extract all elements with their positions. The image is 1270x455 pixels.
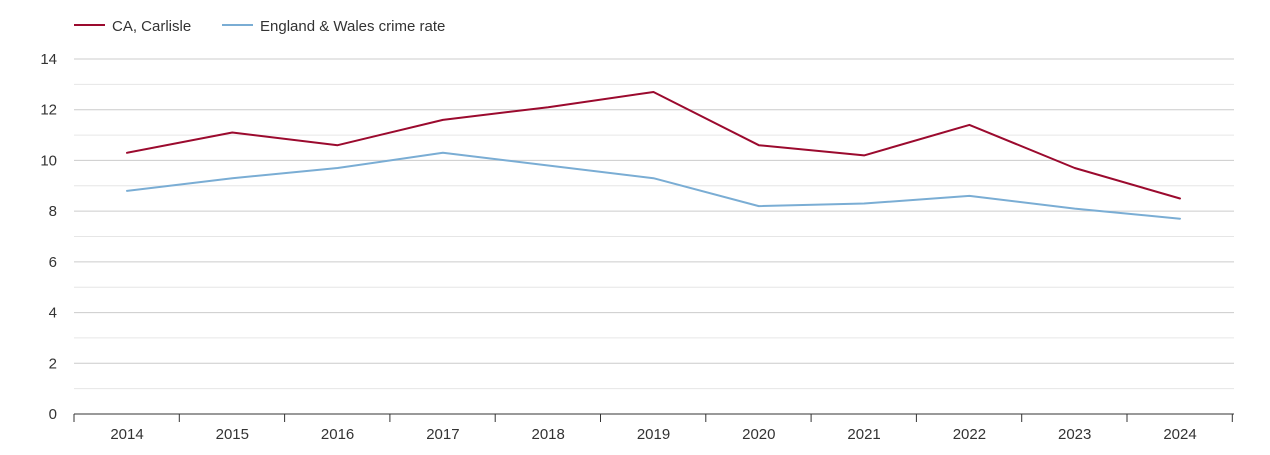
legend-item-england-wales[interactable]: England & Wales crime rate: [222, 18, 445, 35]
data-point[interactable]: [230, 176, 234, 180]
series-line-england-wales[interactable]: [126, 151, 1181, 220]
data-point[interactable]: [1178, 217, 1182, 221]
data-point[interactable]: [125, 151, 129, 155]
data-point[interactable]: [967, 123, 971, 127]
data-point[interactable]: [441, 118, 445, 122]
data-point[interactable]: [862, 153, 866, 157]
x-tick-label: 2024: [1163, 426, 1196, 443]
y-tick-label: 2: [49, 355, 57, 372]
x-tick-label: 2015: [216, 426, 249, 443]
data-point[interactable]: [967, 194, 971, 198]
legend: CA, Carlisle England & Wales crime rate: [74, 18, 445, 35]
data-point[interactable]: [336, 166, 340, 170]
data-point[interactable]: [336, 143, 340, 147]
data-point[interactable]: [125, 189, 129, 193]
series-lines: [125, 90, 1182, 221]
x-tick-label: 2022: [953, 426, 986, 443]
data-point[interactable]: [1178, 196, 1182, 200]
x-tick-label: 2014: [110, 426, 143, 443]
y-tick-label: 12: [40, 102, 57, 119]
x-tick-label: 2021: [847, 426, 880, 443]
data-point[interactable]: [230, 131, 234, 135]
data-point[interactable]: [546, 164, 550, 168]
y-tick-label: 0: [49, 406, 57, 423]
x-tick-label: 2018: [532, 426, 565, 443]
legend-label-carlisle: CA, Carlisle: [112, 18, 191, 35]
data-point[interactable]: [862, 202, 866, 206]
data-point[interactable]: [1073, 166, 1077, 170]
y-tick-label: 10: [40, 152, 57, 169]
data-point[interactable]: [441, 151, 445, 155]
legend-item-carlisle[interactable]: CA, Carlisle: [74, 18, 191, 35]
y-tick-label: 4: [49, 305, 57, 322]
legend-label-england-wales: England & Wales crime rate: [260, 18, 445, 35]
data-point[interactable]: [652, 90, 656, 94]
data-point[interactable]: [757, 204, 761, 208]
x-tick-label: 2019: [637, 426, 670, 443]
axes: 0 2 4 6 8 10 12 14 2014 2015 2016 2017 2018 2019 2020 2…: [40, 51, 1234, 443]
y-tick-label: 6: [49, 254, 57, 271]
y-tick-label: 14: [40, 51, 57, 68]
data-point[interactable]: [652, 176, 656, 180]
y-tick-label: 8: [49, 203, 57, 220]
x-tick-label: 2016: [321, 426, 354, 443]
x-tick-label: 2023: [1058, 426, 1091, 443]
data-point[interactable]: [1073, 207, 1077, 211]
data-point[interactable]: [546, 105, 550, 109]
series-line-carlisle[interactable]: [126, 91, 1181, 200]
data-point[interactable]: [757, 143, 761, 147]
grid-lines: [74, 58, 1234, 390]
x-tick-label: 2017: [426, 426, 459, 443]
x-tick-label: 2020: [742, 426, 775, 443]
